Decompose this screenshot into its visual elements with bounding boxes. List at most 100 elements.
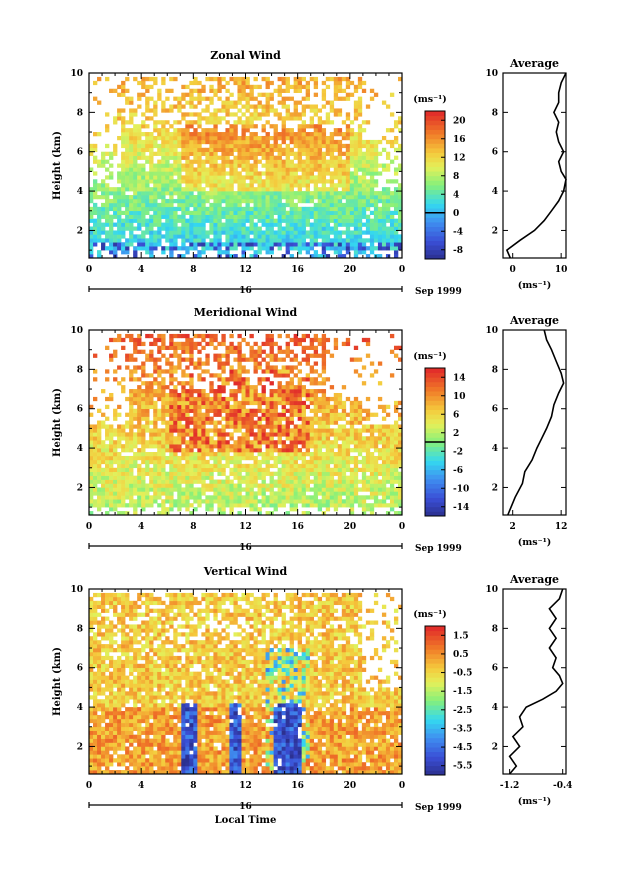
- heatmap-cell: [333, 175, 339, 180]
- heatmap-cell: [289, 428, 294, 433]
- heatmap-cell: [185, 392, 190, 398]
- heatmap-cell: [209, 396, 214, 402]
- heatmap-cell: [233, 428, 238, 433]
- heatmap-cell: [173, 222, 178, 227]
- heatmap-cell: [121, 116, 126, 121]
- heatmap-cell: [129, 96, 134, 101]
- heatmap-cell: [217, 459, 222, 465]
- heatmap-cell: [337, 452, 343, 457]
- heatmap-cell: [309, 167, 315, 172]
- heatmap-cell: [93, 80, 98, 86]
- heatmap-cell: [397, 195, 403, 200]
- heatmap-cell: [137, 483, 142, 488]
- heatmap-cell: [169, 139, 174, 145]
- chart-title: Zonal Wind: [210, 49, 281, 62]
- heatmap-cell: [329, 495, 335, 500]
- heatmap-cell: [133, 369, 138, 374]
- heatmap-cell: [221, 428, 226, 433]
- heatmap-cell: [309, 420, 315, 425]
- heatmap-cell: [257, 171, 262, 176]
- heatmap-cell: [209, 167, 214, 172]
- heatmap-cell: [249, 483, 254, 488]
- heatmap-cell: [269, 369, 274, 374]
- heatmap-cell: [117, 171, 122, 176]
- heatmap-cell: [333, 444, 339, 449]
- heatmap-cell: [357, 139, 363, 145]
- heatmap-cell: [313, 487, 319, 492]
- heatmap-cell: [321, 440, 327, 445]
- heatmap-cell: [113, 459, 118, 465]
- heatmap-cell: [213, 222, 218, 227]
- heatmap-cell: [265, 234, 270, 239]
- heatmap-cell: [105, 183, 110, 188]
- heatmap-cell: [149, 444, 154, 449]
- heatmap-cell: [125, 151, 130, 156]
- heatmap-cell: [133, 218, 138, 223]
- heatmap-cell: [337, 139, 343, 145]
- heatmap-cell: [253, 179, 258, 184]
- heatmap-cell: [189, 392, 194, 398]
- heatmap-cell: [361, 381, 367, 386]
- heatmap-cell: [341, 491, 347, 496]
- heatmap-cell: [313, 242, 319, 247]
- heatmap-cell: [313, 210, 319, 216]
- heatmap-cell: [289, 226, 294, 231]
- heatmap-cell: [253, 408, 258, 413]
- heatmap-cell: [177, 214, 182, 219]
- heatmap-cell: [105, 495, 110, 500]
- heatmap-cell: [313, 495, 319, 500]
- heatmap-cell: [305, 377, 310, 382]
- heatmap-cell: [225, 132, 230, 137]
- heatmap-cell: [365, 155, 371, 160]
- heatmap-cell: [113, 483, 118, 488]
- heatmap-cell: [361, 202, 367, 208]
- heatmap-cell: [117, 412, 122, 417]
- heatmap-cell: [273, 88, 278, 93]
- heatmap-cell: [229, 191, 234, 196]
- heatmap-cell: [273, 503, 278, 508]
- heatmap-cell: [273, 424, 278, 429]
- heatmap-cell: [257, 214, 262, 219]
- heatmap-cell: [277, 483, 282, 488]
- heatmap-cell: [129, 483, 134, 488]
- colorbar-tick-label: -4: [453, 227, 463, 237]
- heatmap-cell: [97, 424, 102, 429]
- profile-y-tick-label: 10: [485, 69, 498, 79]
- heatmap-cell: [193, 96, 198, 101]
- heatmap-cell: [153, 218, 158, 223]
- heatmap-cell: [285, 242, 290, 247]
- heatmap-cell: [313, 124, 319, 129]
- heatmap-cell: [305, 179, 310, 184]
- heatmap-cell: [309, 400, 315, 406]
- heatmap-cell: [185, 175, 190, 180]
- heatmap-cell: [281, 210, 286, 216]
- heatmap-cell: [241, 112, 246, 117]
- colorbar-tick-label: 20: [453, 116, 466, 126]
- heatmap-cell: [161, 353, 166, 358]
- heatmap-cell: [181, 218, 186, 223]
- heatmap-cell: [229, 132, 234, 137]
- heatmap-cell: [325, 179, 331, 184]
- heatmap-cell: [153, 400, 158, 406]
- heatmap-cell: [353, 254, 359, 259]
- heatmap-cell: [241, 226, 246, 231]
- heatmap-cell: [217, 455, 222, 461]
- heatmap-cell: [277, 222, 282, 227]
- heatmap-cell: [161, 487, 166, 492]
- heatmap-cell: [97, 463, 102, 469]
- heatmap-cell: [233, 487, 238, 492]
- heatmap-cell: [353, 455, 359, 461]
- heatmap-cell: [349, 143, 355, 149]
- heatmap-cell: [301, 198, 306, 204]
- heatmap-cell: [157, 206, 162, 212]
- heatmap-cell: [189, 175, 194, 180]
- heatmap-cell: [337, 151, 343, 156]
- x-tick-label: 16: [291, 265, 304, 275]
- heatmap-cell: [357, 80, 363, 86]
- heatmap-cell: [385, 139, 391, 145]
- heatmap-cell: [137, 242, 142, 247]
- heatmap-cell: [233, 416, 238, 421]
- heatmap-cell: [145, 396, 150, 402]
- heatmap-cell: [265, 408, 270, 413]
- heatmap-cell: [325, 210, 331, 216]
